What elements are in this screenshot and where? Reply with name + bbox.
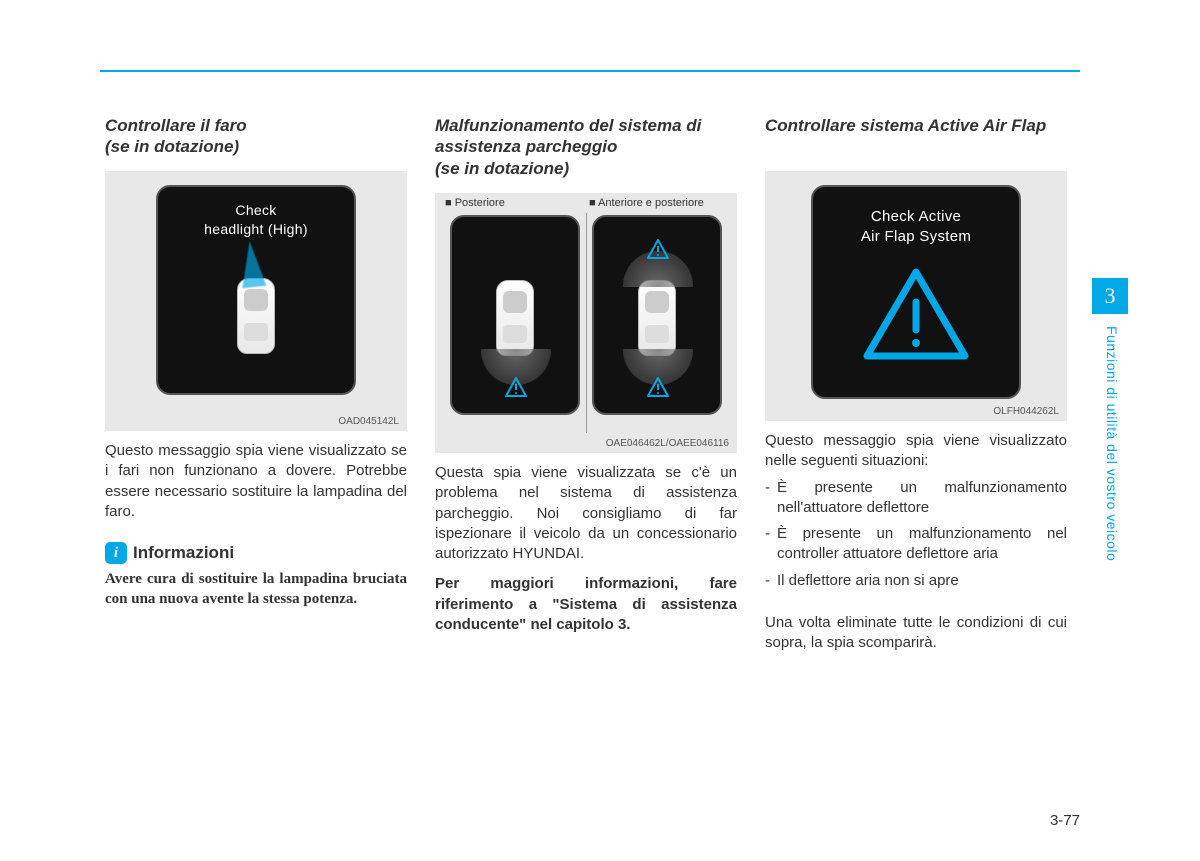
page-number: 3-77 <box>1050 812 1080 829</box>
dash-screen-front-rear <box>592 215 722 415</box>
bullet-dash-icon: - <box>765 571 777 591</box>
info-badge-icon: i <box>105 542 127 564</box>
figure-divider <box>586 213 587 433</box>
headlight-beam-icon <box>238 240 267 288</box>
figure-code: OLFH044262L <box>993 406 1059 417</box>
car-rear-scene <box>496 223 534 413</box>
bullet-text: È presente un malfunzionamento nel contr… <box>777 524 1067 565</box>
body-airflap-intro: Questo messaggio spia viene visualizzato… <box>765 431 1067 472</box>
bullet-dash-icon: - <box>765 478 777 519</box>
car-body-icon <box>237 278 275 354</box>
screen-text-line1: Check Active <box>871 207 961 227</box>
dash-screen-headlight: Check headlight (High) <box>156 185 356 395</box>
chapter-tab: 3 <box>1092 278 1128 314</box>
info-label: Informazioni <box>133 543 234 563</box>
chapter-side-title: Funzioni di utilità del vostro veicolo <box>1104 326 1120 561</box>
car-body-icon <box>496 280 534 356</box>
warning-triangle-icon <box>647 239 669 259</box>
heading-parking: Malfunzionamento del sistema di assisten… <box>435 115 737 181</box>
figure-code: OAE046462L/OAEE046116 <box>606 438 729 449</box>
screen-text-line1: Check <box>235 201 276 220</box>
screen-text-line2: Air Flap System <box>861 227 971 247</box>
car-frontrear-scene <box>638 223 676 413</box>
body-headlight: Questo messaggio spia viene visualizzato… <box>105 441 407 522</box>
column-airflap: Controllare sistema Active Air Flap Chec… <box>765 115 1067 653</box>
warning-triangle-icon <box>505 377 527 397</box>
warning-triangle-large-icon <box>861 266 971 368</box>
bullet-item: - Il deflettore aria non si apre <box>765 571 1067 591</box>
bullet-text: È presente un malfunzionamento nell'attu… <box>777 478 1067 519</box>
body-airflap-outro: Una volta eliminate tutte le condizioni … <box>765 613 1067 654</box>
bullet-text: Il deflettore aria non si apre <box>777 571 1067 591</box>
bullet-dash-icon: - <box>765 524 777 565</box>
content-columns: Controllare il faro (se in dotazione) Ch… <box>105 115 1065 653</box>
bullet-item: - È presente un malfunzionamento nel con… <box>765 524 1067 565</box>
dash-screen-rear <box>450 215 580 415</box>
figure-airflap: Check Active Air Flap System OLFH044262L <box>765 171 1067 421</box>
bullet-item: - È presente un malfunzionamento nell'at… <box>765 478 1067 519</box>
sublabel-rear: ■ Posteriore <box>445 197 505 209</box>
car-body-icon <box>638 280 676 356</box>
warning-triangle-icon <box>647 377 669 397</box>
screen-text-line2: headlight (High) <box>204 220 308 239</box>
dash-screen-airflap: Check Active Air Flap System <box>811 185 1021 399</box>
heading-headlight: Controllare il faro (se in dotazione) <box>105 115 407 159</box>
header-rule <box>100 70 1080 72</box>
column-parking: Malfunzionamento del sistema di assisten… <box>435 115 737 653</box>
body-parking-bold: Per maggiori informazioni, fare riferime… <box>435 574 737 635</box>
info-heading-row: i Informazioni <box>105 542 407 564</box>
column-headlight: Controllare il faro (se in dotazione) Ch… <box>105 115 407 653</box>
figure-parking: ■ Posteriore ■ Anteriore e posteriore <box>435 193 737 453</box>
figure-headlight: Check headlight (High) OAD045142L <box>105 171 407 431</box>
car-illustration <box>237 239 275 393</box>
sublabel-front-rear: ■ Anteriore e posteriore <box>589 197 704 209</box>
figure-code: OAD045142L <box>338 416 399 427</box>
heading-airflap: Controllare sistema Active Air Flap <box>765 115 1067 159</box>
body-parking: Questa spia viene visualizzata se c'è un… <box>435 463 737 564</box>
info-text: Avere cura di sostituire la lampadina br… <box>105 570 407 609</box>
